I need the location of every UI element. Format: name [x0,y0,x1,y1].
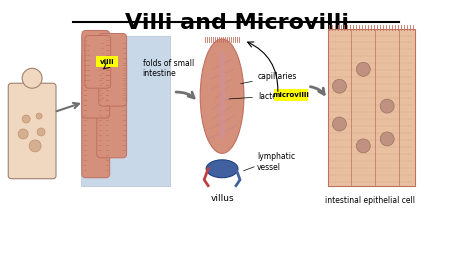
Text: lacteal: lacteal [229,92,284,101]
Ellipse shape [200,39,244,153]
FancyBboxPatch shape [97,55,127,158]
FancyBboxPatch shape [274,89,308,101]
Bar [328,28,415,186]
Circle shape [380,99,394,113]
Text: villus: villus [210,194,234,203]
Circle shape [22,68,42,88]
Circle shape [332,79,346,93]
Circle shape [332,117,346,131]
Text: villi: villi [100,59,114,65]
FancyBboxPatch shape [96,56,118,67]
Circle shape [37,128,45,136]
Circle shape [29,140,41,152]
FancyBboxPatch shape [82,51,109,178]
Circle shape [356,62,370,76]
Text: capillaries: capillaries [241,72,297,84]
Text: microvilli: microvilli [272,92,309,98]
Circle shape [380,132,394,146]
FancyBboxPatch shape [99,34,127,106]
FancyBboxPatch shape [82,30,109,118]
Bar [81,37,170,186]
Circle shape [22,115,30,123]
FancyBboxPatch shape [85,36,111,88]
Text: lymphatic
vessel: lymphatic vessel [257,152,295,171]
FancyBboxPatch shape [8,83,56,179]
Text: folds of small
intestine: folds of small intestine [143,59,194,78]
Text: Villi and Microvilli: Villi and Microvilli [125,13,349,33]
Circle shape [356,139,370,153]
Ellipse shape [206,160,238,178]
Circle shape [36,113,42,119]
Text: intestinal epithelial cell: intestinal epithelial cell [325,196,415,205]
Circle shape [18,129,28,139]
